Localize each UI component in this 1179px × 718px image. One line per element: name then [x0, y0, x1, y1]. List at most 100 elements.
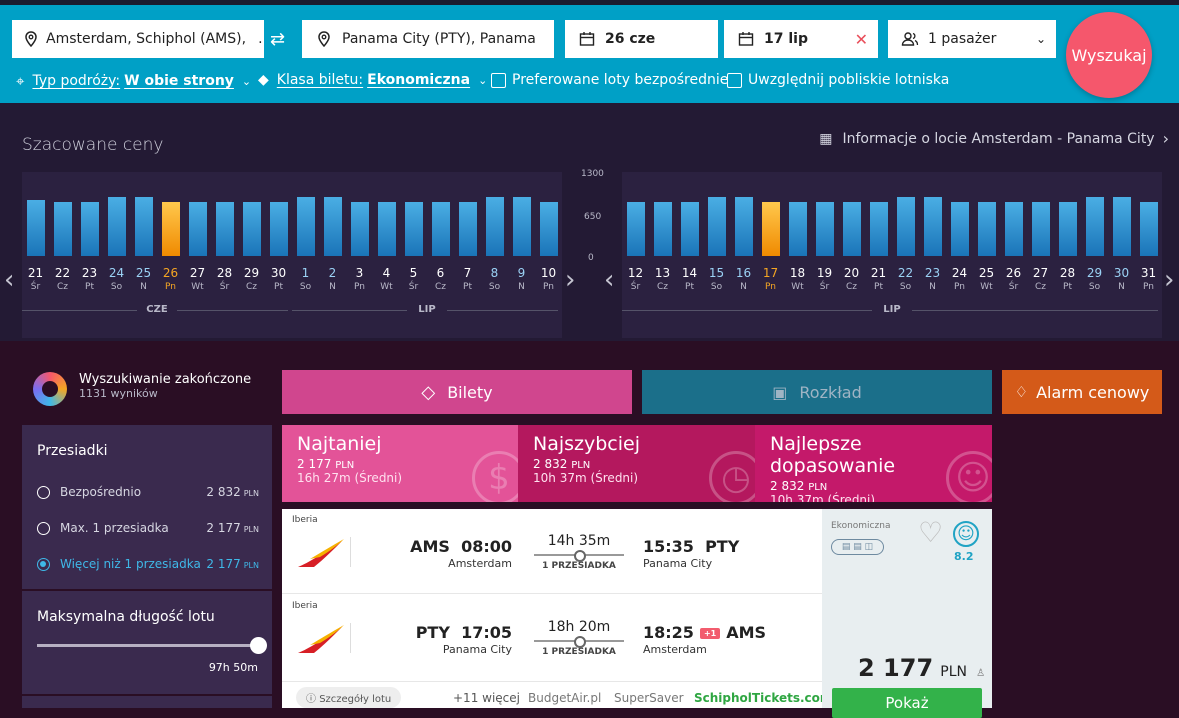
price-bar[interactable]: [626, 201, 645, 256]
provider-link[interactable]: SuperSaver: [614, 691, 684, 705]
depart-date-field[interactable]: 26 cze: [565, 20, 718, 58]
trip-type-dropdown[interactable]: ⌖ Typ podróży: W obie strony ⌄: [16, 72, 251, 90]
price-bar[interactable]: [188, 201, 207, 256]
price-bar[interactable]: [53, 201, 72, 256]
day-label[interactable]: 23 Pt: [76, 266, 103, 292]
price-bar[interactable]: [485, 197, 504, 256]
day-label[interactable]: 28 Śr: [211, 266, 238, 292]
price-bar[interactable]: [896, 197, 915, 256]
price-bar[interactable]: [431, 201, 450, 256]
sort-best[interactable]: Najlepsze dopasowanie 2 832 PLN 10h 37m …: [755, 425, 992, 502]
origin-field[interactable]: Amsterdam, Schiphol (AMS), ...: [12, 20, 264, 58]
sort-cheapest[interactable]: Najtaniej 2 177 PLN 16h 27m (Średni) $: [282, 425, 518, 502]
price-bar[interactable]: [539, 201, 558, 256]
day-label[interactable]: 21 Śr: [22, 266, 49, 292]
day-label[interactable]: 15 So: [703, 266, 730, 292]
price-bar[interactable]: [107, 197, 126, 256]
day-label[interactable]: 22 So: [892, 266, 919, 292]
day-label[interactable]: 26 Śr: [1000, 266, 1027, 292]
day-label[interactable]: 4 Wt: [373, 266, 400, 292]
price-bar[interactable]: [323, 197, 342, 256]
price-bar[interactable]: [80, 201, 99, 256]
duration-slider[interactable]: [37, 637, 267, 654]
price-alert-button[interactable]: ♢ Alarm cenowy: [1002, 370, 1162, 414]
price-bar[interactable]: [815, 201, 834, 256]
day-label[interactable]: 1 So: [292, 266, 319, 292]
details-button[interactable]: ⓘ Szczegóły lotu: [296, 687, 402, 708]
price-bar[interactable]: [1058, 201, 1077, 256]
day-label[interactable]: 5 Śr: [400, 266, 427, 292]
search-button[interactable]: Wyszukaj: [1066, 12, 1152, 98]
sort-fastest[interactable]: Najszybciej 2 832 PLN 10h 37m (Średni) ◷: [518, 425, 755, 502]
price-bar[interactable]: [377, 201, 396, 256]
price-bar[interactable]: [842, 201, 861, 256]
price-bar[interactable]: [269, 201, 288, 256]
day-label[interactable]: 24 Pn: [946, 266, 973, 292]
price-bar[interactable]: [923, 197, 942, 256]
ticket-class-dropdown[interactable]: ◆ Klasa biletu: Ekonomiczna ⌄: [258, 72, 487, 88]
slider-handle[interactable]: [250, 637, 267, 654]
price-bar[interactable]: [242, 201, 261, 256]
day-label[interactable]: 29 Cz: [238, 266, 265, 292]
day-label[interactable]: 16 N: [730, 266, 757, 292]
day-label[interactable]: 25 Wt: [973, 266, 1000, 292]
price-bar[interactable]: [761, 201, 780, 256]
day-label[interactable]: 14 Pt: [676, 266, 703, 292]
day-label[interactable]: 22 Cz: [49, 266, 76, 292]
price-bar[interactable]: [134, 197, 153, 256]
day-label[interactable]: 21 Pt: [865, 266, 892, 292]
day-label[interactable]: 25 N: [130, 266, 157, 292]
price-bar[interactable]: [734, 197, 753, 256]
flight-info-link[interactable]: ▦ Informacje o locie Amsterdam - Panama …: [819, 129, 1169, 148]
nearby-airports-checkbox[interactable]: Uwzględnij pobliskie lotniska: [727, 72, 949, 88]
price-bar[interactable]: [512, 197, 531, 256]
day-label[interactable]: 29 So: [1081, 266, 1108, 292]
tab-schedule[interactable]: ▣ Rozkład: [642, 370, 992, 414]
result-card[interactable]: Iberia AMS 08:00 Amsterdam 14h 35m 1 PRZ…: [282, 509, 992, 718]
day-label[interactable]: 27 Cz: [1027, 266, 1054, 292]
show-button[interactable]: Pokaż: [832, 688, 982, 718]
day-label[interactable]: 27 Wt: [184, 266, 211, 292]
price-bar[interactable]: [404, 201, 423, 256]
day-label[interactable]: 10 Pn: [535, 266, 562, 292]
price-bar[interactable]: [26, 200, 45, 256]
price-bar[interactable]: [296, 197, 315, 256]
price-bar[interactable]: [350, 201, 369, 256]
calendar-next-icon[interactable]: ›: [1164, 265, 1175, 295]
calendar-next-icon[interactable]: ›: [565, 265, 576, 295]
price-bar[interactable]: [161, 201, 180, 256]
provider-link[interactable]: SchipholTickets.com: [694, 691, 833, 705]
day-label[interactable]: 30 Pt: [265, 266, 292, 292]
destination-field[interactable]: Panama City (PTY), Panama: [302, 20, 554, 58]
calendar-prev-icon[interactable]: ‹: [604, 265, 615, 295]
clear-return-icon[interactable]: ✕: [854, 29, 868, 49]
day-label[interactable]: 13 Cz: [649, 266, 676, 292]
price-bar[interactable]: [869, 201, 888, 256]
day-label[interactable]: 3 Pn: [346, 266, 373, 292]
day-label[interactable]: 12 Śr: [622, 266, 649, 292]
direct-flights-checkbox[interactable]: Preferowane loty bezpośrednie: [491, 72, 728, 88]
day-label[interactable]: 23 N: [919, 266, 946, 292]
price-bar[interactable]: [1031, 201, 1050, 256]
provider-link[interactable]: BudgetAir.pl: [528, 691, 602, 705]
price-bar[interactable]: [1112, 197, 1131, 256]
price-bar[interactable]: [977, 201, 996, 256]
passengers-field[interactable]: 1 pasażer ⌄: [888, 20, 1056, 58]
stops-option-direct[interactable]: Bezpośrednio 2 832 PLN: [37, 485, 259, 499]
day-label[interactable]: 8 So: [481, 266, 508, 292]
stops-option-max1[interactable]: Max. 1 przesiadka 2 177 PLN: [37, 521, 259, 535]
day-label[interactable]: 6 Cz: [427, 266, 454, 292]
more-providers[interactable]: +11 więcej: [453, 691, 520, 705]
price-bar[interactable]: [653, 201, 672, 256]
day-label[interactable]: 31 Pn: [1135, 266, 1162, 292]
price-bar[interactable]: [707, 197, 726, 256]
day-label[interactable]: 7 Pt: [454, 266, 481, 292]
day-label[interactable]: 26 Pn: [157, 266, 184, 292]
day-label[interactable]: 20 Cz: [838, 266, 865, 292]
price-bar[interactable]: [680, 201, 699, 256]
return-date-field[interactable]: 17 lip ✕: [724, 20, 878, 58]
heart-icon[interactable]: ♡: [918, 516, 944, 549]
price-bar[interactable]: [1004, 201, 1023, 256]
price-bar[interactable]: [950, 201, 969, 256]
